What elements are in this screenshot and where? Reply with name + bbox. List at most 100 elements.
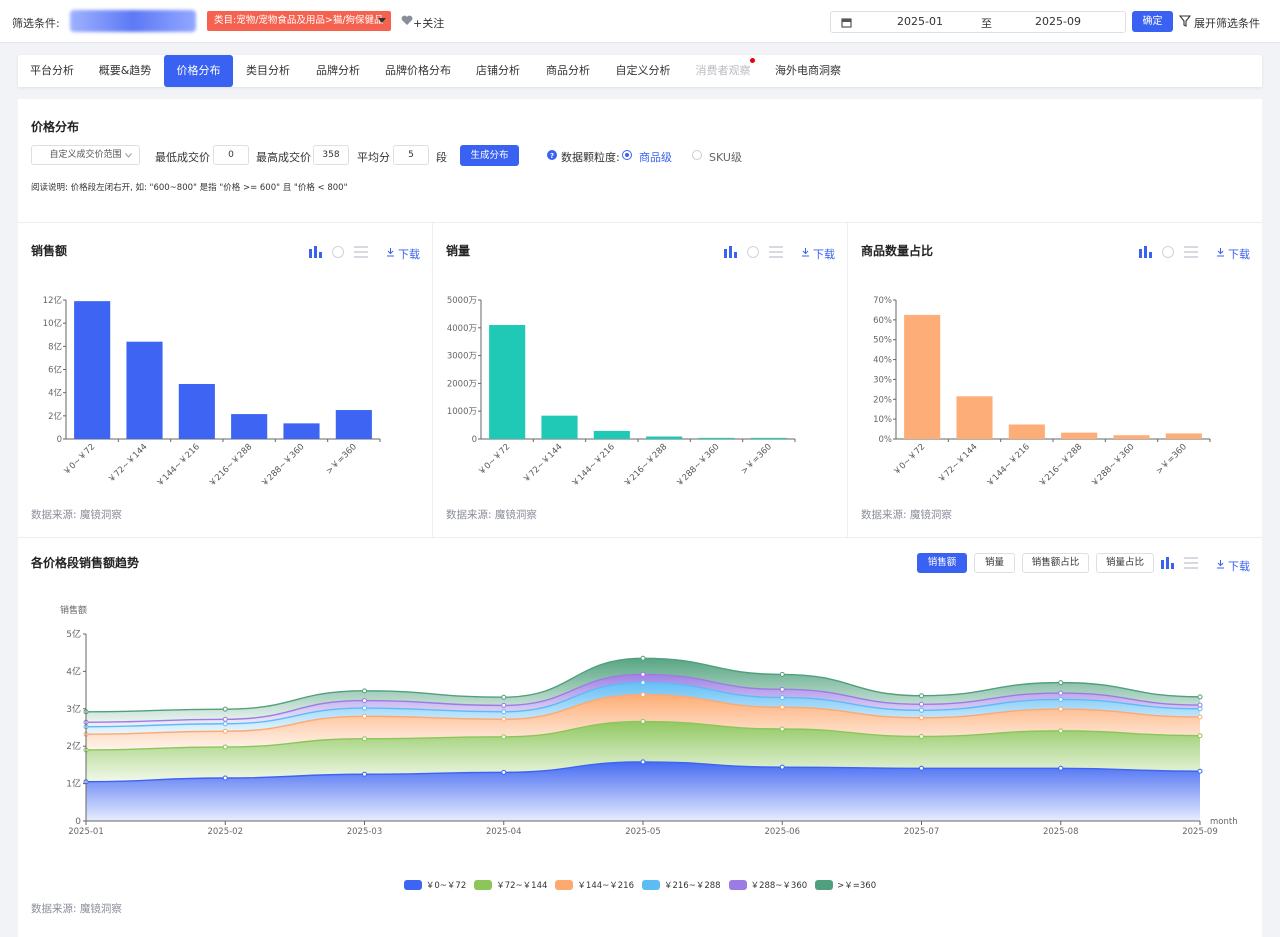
data-point xyxy=(1197,694,1203,700)
y-tick-label: 12亿 xyxy=(43,295,62,306)
x-tick-label: >￥=360 xyxy=(324,442,359,477)
tab-store[interactable]: 店铺分析 xyxy=(476,64,520,77)
bar xyxy=(335,410,372,439)
data-point xyxy=(919,733,924,739)
toggle-sales-share[interactable]: 销售额占比 xyxy=(1022,553,1089,573)
pie-chart-icon[interactable] xyxy=(1162,246,1174,258)
max-price-input[interactable]: 358 xyxy=(313,145,349,165)
date-range-picker[interactable]: 2025-01 至 2025-09 xyxy=(830,11,1126,33)
legend-item[interactable]: ￥144~￥216 xyxy=(555,879,634,891)
y-tick-label: 4000万 xyxy=(447,324,477,334)
legend-item[interactable]: ￥0~￥72 xyxy=(403,879,466,891)
split-label: 平均分 xyxy=(357,151,390,164)
area-series xyxy=(86,674,1200,727)
price-range-select[interactable]: 自定义成交价范围 xyxy=(31,145,140,165)
radio-sku-level[interactable] xyxy=(692,150,702,160)
analysis-tabs: 平台分析 概要&趋势 价格分布 类目分析 品牌分析 品牌价格分布 店铺分析 商品… xyxy=(18,55,1262,87)
data-point xyxy=(919,693,924,699)
y-tick-label: 0 xyxy=(472,435,477,445)
download-button-sales[interactable]: 下载 xyxy=(398,248,420,261)
data-point xyxy=(501,694,507,700)
data-point xyxy=(779,764,785,770)
bar xyxy=(956,396,993,439)
download-button-trend[interactable]: 下载 xyxy=(1228,560,1250,573)
toggle-volume-share[interactable]: 销量占比 xyxy=(1096,553,1154,573)
data-point xyxy=(640,655,646,661)
radio-product-level[interactable] xyxy=(622,150,632,160)
bar-chart-icon[interactable] xyxy=(1161,557,1175,569)
table-view-icon[interactable] xyxy=(1184,246,1198,258)
bar xyxy=(698,437,735,439)
legend-item[interactable]: ￥216~￥288 xyxy=(641,879,721,891)
y-tick-label: 1000万 xyxy=(447,407,477,417)
download-button-product-share[interactable]: 下载 xyxy=(1228,248,1250,261)
follow-button[interactable]: +关注 xyxy=(413,17,445,30)
caret-down-icon[interactable] xyxy=(377,17,387,25)
legend-label: ￥72~￥144 xyxy=(496,880,548,891)
bar-chart-icon[interactable] xyxy=(309,246,323,258)
data-source: 数据来源: 魔镜洞察 xyxy=(861,509,952,521)
table-view-icon[interactable] xyxy=(1184,557,1198,569)
download-button-volume[interactable]: 下载 xyxy=(813,248,835,261)
filter-icon[interactable] xyxy=(1179,15,1191,27)
legend-item[interactable]: ￥288~￥360 xyxy=(728,879,807,891)
pie-chart-icon[interactable] xyxy=(332,246,344,258)
help-icon[interactable]: ? xyxy=(547,150,557,160)
legend-item[interactable]: ￥72~￥144 xyxy=(474,879,547,891)
bar-chart-icon[interactable] xyxy=(1139,246,1153,258)
generate-distribution-button[interactable]: 生成分布 xyxy=(460,145,519,166)
data-point xyxy=(640,680,646,686)
download-icon[interactable] xyxy=(386,247,395,257)
x-tick-label: >￥=360 xyxy=(739,442,774,477)
data-point xyxy=(919,715,924,721)
tab-consumer[interactable]: 消费者观察 xyxy=(695,64,751,77)
bar xyxy=(541,415,578,439)
svg-text:?: ? xyxy=(550,152,554,160)
toggle-sales[interactable]: 销售额 xyxy=(917,553,967,573)
tab-brand-price[interactable]: 品牌价格分布 xyxy=(385,64,451,77)
tab-overview[interactable]: 概要&趋势 xyxy=(98,64,152,77)
heart-icon[interactable] xyxy=(401,15,413,26)
tab-brand[interactable]: 品牌分析 xyxy=(316,64,360,77)
split-count-input[interactable]: 5 xyxy=(393,145,429,165)
data-point xyxy=(362,688,367,694)
bar xyxy=(1008,424,1045,439)
bar xyxy=(1165,433,1202,439)
toggle-volume[interactable]: 销量 xyxy=(974,553,1015,573)
data-point xyxy=(1058,765,1064,771)
tab-custom[interactable]: 自定义分析 xyxy=(615,64,671,77)
date-start[interactable]: 2025-01 xyxy=(897,15,943,28)
x-tick-label: >￥=360 xyxy=(1154,442,1189,477)
section-title-price-distribution: 价格分布 xyxy=(31,120,80,134)
tab-product[interactable]: 商品分析 xyxy=(546,64,590,77)
product-level-label[interactable]: 商品级 xyxy=(639,151,672,164)
category-tag[interactable]: 类目:宠物/宠物食品及用品>猫/狗保健品 xyxy=(207,11,391,31)
table-view-icon[interactable] xyxy=(354,246,368,258)
x-tick-label: 2025-07 xyxy=(904,827,940,835)
tab-overseas[interactable]: 海外电商洞察 xyxy=(775,64,841,77)
sku-level-label[interactable]: SKU级 xyxy=(709,151,742,164)
download-icon[interactable] xyxy=(801,247,810,257)
y-tick-label: 0% xyxy=(879,435,893,445)
tab-platform[interactable]: 平台分析 xyxy=(30,64,74,77)
y-tick-label: 2亿 xyxy=(48,411,62,422)
pie-chart-icon[interactable] xyxy=(747,246,759,258)
bar-chart-icon[interactable] xyxy=(724,246,738,258)
y-tick-label: 1亿 xyxy=(66,778,81,790)
date-end[interactable]: 2025-09 xyxy=(1035,15,1081,28)
data-point xyxy=(1197,702,1203,708)
download-icon[interactable] xyxy=(1216,559,1225,569)
download-icon[interactable] xyxy=(1216,247,1225,257)
chart-title-product-share: 商品数量占比 xyxy=(861,244,934,258)
data-point xyxy=(501,734,507,740)
confirm-button[interactable]: 确定 xyxy=(1132,11,1173,32)
table-view-icon[interactable] xyxy=(769,246,783,258)
legend-item[interactable]: >￥=360 xyxy=(815,879,876,891)
data-point xyxy=(1058,706,1064,712)
tab-category[interactable]: 类目分析 xyxy=(246,64,290,77)
tab-price-distribution[interactable]: 价格分布 xyxy=(164,55,233,87)
expand-filter-button[interactable]: 展开筛选条件 xyxy=(1194,17,1260,30)
x-tick-label: 2025-08 xyxy=(1043,827,1079,835)
min-price-input[interactable]: 0 xyxy=(213,145,249,165)
y-tick-label: 6亿 xyxy=(48,365,62,376)
